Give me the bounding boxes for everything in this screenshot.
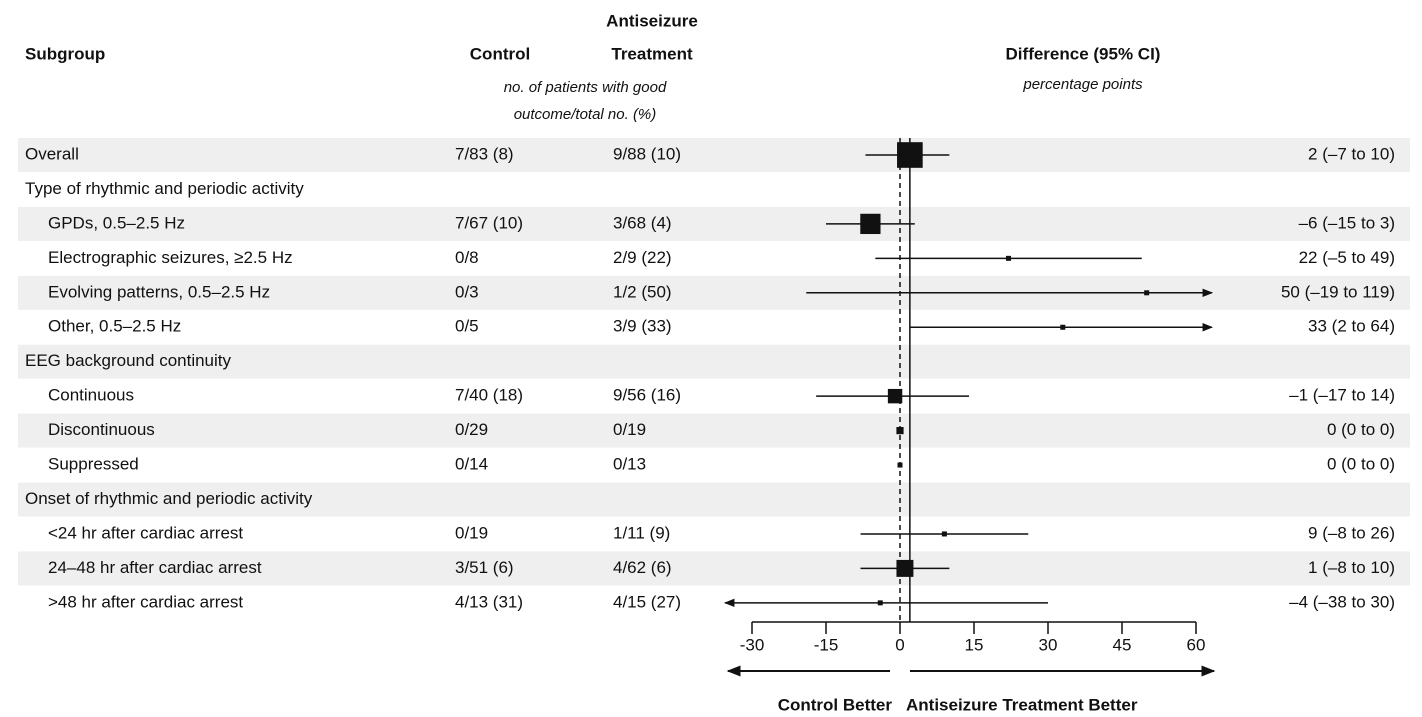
subgroup-label: 24–48 hr after cardiac arrest [48, 558, 262, 577]
treatment-header: Antiseizure [606, 11, 698, 30]
ci-label: 2 (–7 to 10) [1308, 144, 1395, 163]
subgroup-label: Type of rhythmic and periodic activity [25, 179, 304, 198]
ci-label: –6 (–15 to 3) [1299, 213, 1395, 232]
treatment-count: 3/68 (4) [613, 213, 672, 232]
treatment-header: Treatment [611, 44, 693, 63]
x-tick-label: 60 [1187, 635, 1206, 654]
row-band [18, 482, 1410, 517]
ci-label: 0 (0 to 0) [1327, 420, 1395, 439]
subgroup-label: >48 hr after cardiac arrest [48, 592, 243, 611]
control-header: Control [470, 44, 530, 63]
point-estimate [860, 213, 881, 235]
treatment-count: 4/62 (6) [613, 558, 672, 577]
subgroup-label: Continuous [48, 386, 134, 405]
row-band [18, 413, 1410, 448]
subgroup-header: Subgroup [25, 44, 105, 63]
x-tick-label: 0 [895, 635, 904, 654]
subgroup-label: Other, 0.5–2.5 Hz [48, 317, 181, 336]
point-estimate [877, 600, 883, 606]
subgroup-label: EEG background continuity [25, 351, 232, 370]
control-count: 7/40 (18) [455, 386, 523, 405]
treatment-count: 0/19 [613, 420, 646, 439]
row-shading [18, 138, 1410, 586]
control-count: 7/67 (10) [455, 213, 523, 232]
ci-label: 9 (–8 to 26) [1308, 523, 1395, 542]
x-tick-label: -15 [814, 635, 839, 654]
treatment-count: 4/15 (27) [613, 592, 681, 611]
control-count: 0/5 [455, 317, 479, 336]
control-count: 3/51 (6) [455, 558, 514, 577]
subgroup-label: <24 hr after cardiac arrest [48, 523, 243, 542]
point-estimate [1144, 290, 1150, 296]
control-count: 0/3 [455, 282, 479, 301]
x-tick-label: -30 [740, 635, 765, 654]
units-note: percentage points [1022, 76, 1143, 93]
subgroup-label: Suppressed [48, 455, 139, 474]
subgroup-label: Evolving patterns, 0.5–2.5 Hz [48, 282, 270, 301]
point-estimate [1006, 255, 1012, 261]
point-estimate [897, 462, 903, 468]
point-estimate [897, 142, 923, 168]
right-label: Antiseizure Treatment Better [906, 695, 1138, 714]
control-count: 4/13 (31) [455, 592, 523, 611]
control-count: 0/14 [455, 455, 488, 474]
ci-label: 0 (0 to 0) [1327, 455, 1395, 474]
x-tick-label: 15 [965, 635, 984, 654]
x-tick-label: 30 [1039, 635, 1058, 654]
ci-label: –4 (–38 to 30) [1289, 592, 1395, 611]
treatment-count: 3/9 (33) [613, 317, 672, 336]
treatment-count: 1/11 (9) [613, 523, 670, 542]
counts-note: outcome/total no. (%) [514, 106, 657, 123]
subgroup-label: Electrographic seizures, ≥2.5 Hz [48, 248, 293, 267]
row-band [18, 344, 1410, 379]
control-count: 0/19 [455, 523, 488, 542]
subgroup-label: Overall [25, 144, 79, 163]
control-count: 0/29 [455, 420, 488, 439]
control-count: 0/8 [455, 248, 479, 267]
ci-label: 33 (2 to 64) [1308, 317, 1395, 336]
control-count: 7/83 (8) [455, 144, 514, 163]
point-estimate [896, 427, 904, 435]
left-label: Control Better [778, 695, 893, 714]
ci-label: 1 (–8 to 10) [1308, 558, 1395, 577]
row-band [18, 138, 1410, 172]
treatment-count: 0/13 [613, 455, 646, 474]
point-estimate [1060, 324, 1066, 330]
x-tick-label: 45 [1113, 635, 1132, 654]
ci-label: 22 (–5 to 49) [1299, 248, 1395, 267]
ci-label: –1 (–17 to 14) [1289, 386, 1395, 405]
row-band [18, 551, 1410, 586]
point-estimate [887, 388, 903, 404]
treatment-count: 2/9 (22) [613, 248, 672, 267]
counts-note: no. of patients with good [504, 79, 667, 96]
point-estimate [896, 559, 914, 577]
ci-label: 50 (–19 to 119) [1281, 282, 1395, 301]
point-estimate [941, 531, 947, 537]
subgroup-label: Discontinuous [48, 420, 155, 439]
treatment-count: 9/56 (16) [613, 386, 681, 405]
treatment-count: 9/88 (10) [613, 144, 681, 163]
subgroup-label: GPDs, 0.5–2.5 Hz [48, 213, 185, 232]
subgroup-label: Onset of rhythmic and periodic activity [25, 489, 313, 508]
difference-header: Difference (95% CI) [1006, 44, 1161, 63]
treatment-count: 1/2 (50) [613, 282, 672, 301]
row-band [18, 206, 1410, 241]
